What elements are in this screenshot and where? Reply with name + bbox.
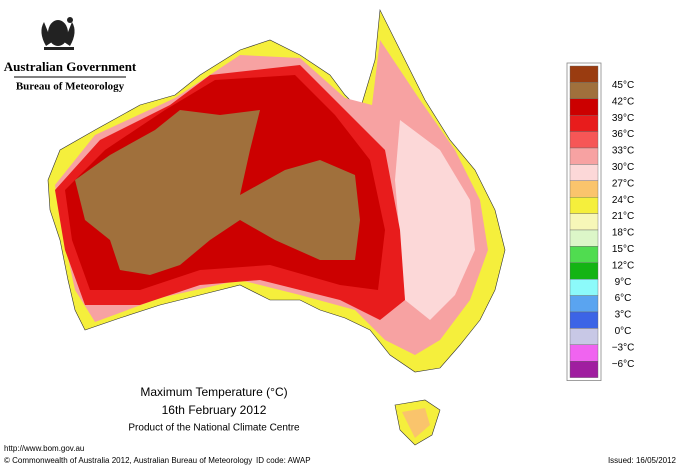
legend-label: 33°C xyxy=(612,146,634,157)
legend-swatch xyxy=(569,98,599,116)
map-product: Product of the National Climate Centre xyxy=(128,423,300,434)
australia-map xyxy=(47,8,506,446)
legend-label: 27°C xyxy=(612,178,634,189)
legend-label: 21°C xyxy=(612,211,634,222)
id-code: ID code: AWAP xyxy=(256,456,311,465)
legend-label: 18°C xyxy=(612,228,634,239)
legend-swatch xyxy=(569,65,599,83)
issued: Issued: 16/05/2012 xyxy=(608,456,677,465)
bureau-name: Bureau of Meteorology xyxy=(16,81,125,93)
legend-label: 9°C xyxy=(615,277,632,288)
url: http://www.bom.gov.au xyxy=(4,444,84,453)
map-title: Maximum Temperature (°C) xyxy=(140,385,287,399)
legend-label: 36°C xyxy=(612,129,634,140)
government-name: Australian Government xyxy=(4,59,137,74)
legend: 45°C 42°C 39°C 36°C 33°C 30°C 27°C 24°C 21°C 18°C… xyxy=(566,62,635,382)
legend-swatch xyxy=(569,229,599,247)
legend-label: 39°C xyxy=(612,113,634,124)
legend-label: 12°C xyxy=(612,260,634,271)
tasmania-27 xyxy=(402,408,430,438)
legend-label: 30°C xyxy=(612,162,634,173)
legend-label: −3°C xyxy=(612,342,635,353)
legend-swatch xyxy=(569,131,599,149)
legend-swatch xyxy=(569,262,599,280)
legend-swatch xyxy=(569,213,599,231)
legend-swatch xyxy=(569,295,599,313)
legend-swatch xyxy=(569,180,599,198)
legend-label: −6°C xyxy=(612,359,635,370)
legend-swatch xyxy=(569,82,599,100)
copyright: © Commonwealth of Australia 2012, Austra… xyxy=(4,456,252,465)
legend-label: 3°C xyxy=(615,310,632,321)
legend-swatch xyxy=(569,361,599,378)
legend-swatch xyxy=(569,311,599,329)
zone-30 xyxy=(395,120,475,320)
legend-label: 15°C xyxy=(612,244,634,255)
legend-label: 42°C xyxy=(612,96,634,107)
legend-swatch xyxy=(569,328,599,345)
legend-swatch xyxy=(569,164,599,181)
legend-label: 24°C xyxy=(612,195,634,206)
coat-of-arms xyxy=(41,17,75,50)
legend-label: 6°C xyxy=(615,293,632,304)
zone-42 xyxy=(75,110,360,275)
legend-swatch xyxy=(569,279,599,296)
legend-swatch xyxy=(569,147,599,165)
legend-label: 45°C xyxy=(612,80,634,91)
legend-label: 0°C xyxy=(615,326,632,337)
legend-swatch xyxy=(569,196,599,214)
legend-swatch xyxy=(569,344,599,362)
legend-swatch xyxy=(569,246,599,263)
legend-swatch xyxy=(569,114,599,132)
map-date: 16th February 2012 xyxy=(162,403,267,417)
